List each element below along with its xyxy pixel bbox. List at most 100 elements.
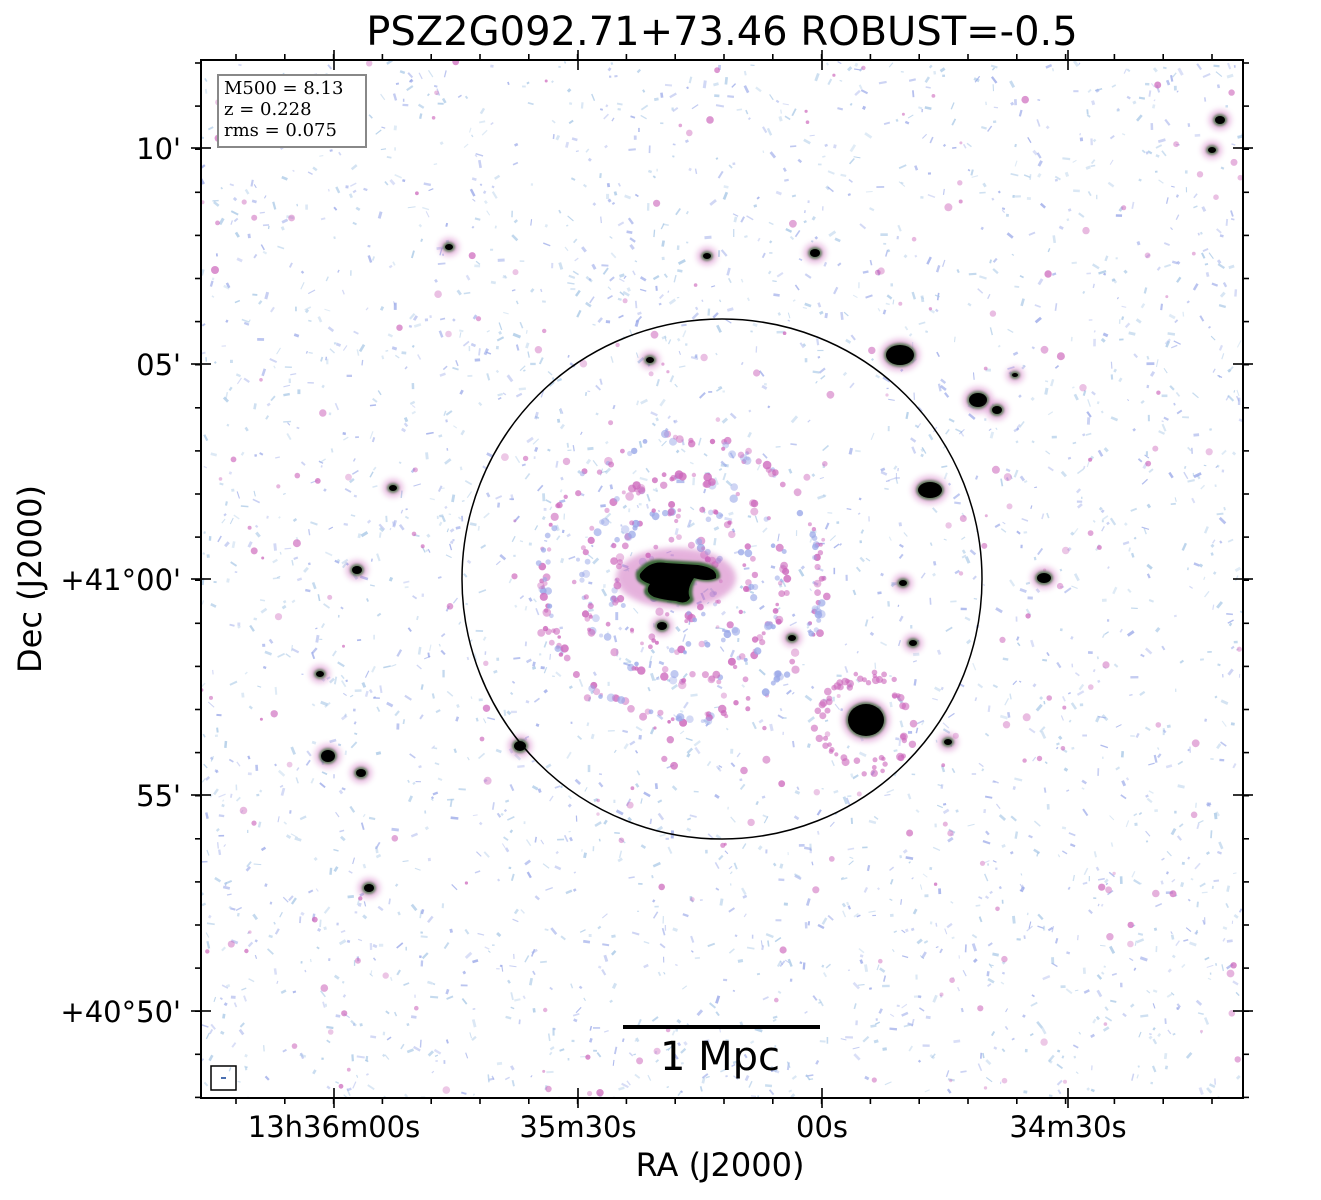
noise-speckle	[1163, 368, 1168, 374]
ring-artefact	[735, 491, 740, 497]
noise-speckle	[658, 294, 664, 300]
noise-speckle	[610, 356, 614, 363]
noise-speckle	[217, 535, 222, 543]
noise-speckle	[805, 898, 811, 906]
noise-speckle	[300, 911, 305, 916]
noise-speckle	[767, 940, 770, 947]
noise-speckle	[748, 1080, 753, 1088]
ring-artefact	[631, 447, 638, 455]
noise-speckle	[1161, 423, 1167, 432]
noise-speckle	[228, 1067, 232, 1072]
noise-speckle	[781, 580, 787, 588]
noise-speckle	[786, 1061, 791, 1068]
noise-speckle	[556, 418, 561, 423]
noise-speckle	[299, 916, 302, 924]
ring-artefact	[817, 550, 824, 556]
noise-speckle	[846, 508, 852, 511]
noise-speckle	[1082, 967, 1086, 974]
noise-speckle	[669, 92, 677, 99]
noise-speckle	[202, 552, 206, 555]
noise-speckle	[722, 390, 725, 393]
noise-speckle	[458, 621, 462, 625]
noise-speckle	[898, 738, 902, 747]
noise-speckle	[1107, 889, 1114, 896]
noise-speckle	[617, 857, 623, 863]
noise-speckle	[919, 884, 923, 890]
noise-speckle	[375, 853, 382, 859]
noise-speckle	[210, 756, 214, 762]
noise-speckle	[1182, 416, 1189, 419]
noise-speckle	[574, 778, 582, 786]
noise-speckle	[339, 829, 345, 833]
noise-speckle	[575, 815, 578, 822]
noise-speckle	[840, 173, 847, 178]
ring-artefact	[770, 680, 776, 686]
noise-speckle	[859, 954, 864, 958]
noise-speckle	[220, 1030, 225, 1035]
noise-speckle	[1086, 1087, 1091, 1091]
noise-speckle	[1078, 62, 1081, 65]
noise-speckle	[673, 274, 677, 283]
noise-speckle	[1030, 505, 1033, 510]
noise-speckle	[598, 773, 602, 776]
noise-speckle	[599, 108, 604, 111]
noise-speckle	[837, 107, 844, 111]
noise-speckle	[1020, 544, 1023, 549]
noise-speckle	[1157, 138, 1166, 144]
noise-speckle	[728, 511, 734, 516]
noise-speckle	[1220, 699, 1229, 705]
noise-speckle	[936, 649, 942, 655]
noise-speckle	[929, 597, 932, 605]
noise-speckle	[839, 543, 843, 546]
noise-speckle	[652, 488, 659, 493]
noise-speckle	[248, 319, 251, 323]
noise-speckle	[1146, 563, 1153, 570]
faint-emission	[1040, 1038, 1048, 1046]
faint-emission	[945, 522, 952, 529]
noise-speckle	[437, 485, 443, 492]
noise-speckle	[992, 860, 997, 863]
noise-speckle	[622, 290, 630, 297]
ring-artefact	[692, 617, 698, 623]
noise-speckle	[1104, 878, 1109, 884]
noise-speckle	[652, 911, 659, 919]
noise-speckle	[652, 175, 657, 179]
noise-speckle	[405, 508, 408, 511]
noise-speckle	[693, 740, 701, 747]
noise-speckle	[581, 246, 587, 253]
noise-speckle	[219, 482, 224, 486]
noise-speckle	[335, 342, 342, 347]
noise-speckle	[819, 476, 824, 480]
noise-speckle	[233, 514, 240, 520]
noise-speckle	[407, 795, 413, 803]
noise-speckle	[807, 921, 811, 926]
noise-speckle	[840, 708, 844, 712]
ring-artefact	[728, 530, 736, 539]
noise-speckle	[1179, 659, 1184, 664]
noise-speckle	[1177, 67, 1184, 76]
noise-speckle	[690, 935, 695, 943]
noise-speckle	[209, 280, 214, 287]
noise-speckle	[319, 638, 323, 640]
noise-speckle	[1199, 882, 1206, 888]
noise-speckle	[1227, 668, 1234, 676]
noise-speckle	[404, 366, 408, 370]
faint-emission	[1165, 295, 1169, 299]
noise-speckle	[229, 793, 233, 798]
noise-speckle	[474, 154, 478, 158]
noise-speckle	[524, 859, 532, 866]
noise-speckle	[680, 448, 686, 453]
noise-speckle	[1068, 832, 1076, 837]
noise-speckle	[1139, 956, 1148, 962]
noise-speckle	[467, 756, 470, 761]
noise-speckle	[411, 344, 415, 348]
noise-speckle	[1110, 416, 1119, 422]
noise-speckle	[1146, 989, 1151, 994]
noise-speckle	[1090, 159, 1096, 165]
noise-speckle	[324, 551, 333, 557]
noise-speckle	[1079, 133, 1082, 136]
noise-speckle	[311, 652, 316, 660]
noise-speckle	[452, 366, 459, 371]
noise-speckle	[392, 93, 398, 101]
noise-speckle	[353, 960, 356, 966]
